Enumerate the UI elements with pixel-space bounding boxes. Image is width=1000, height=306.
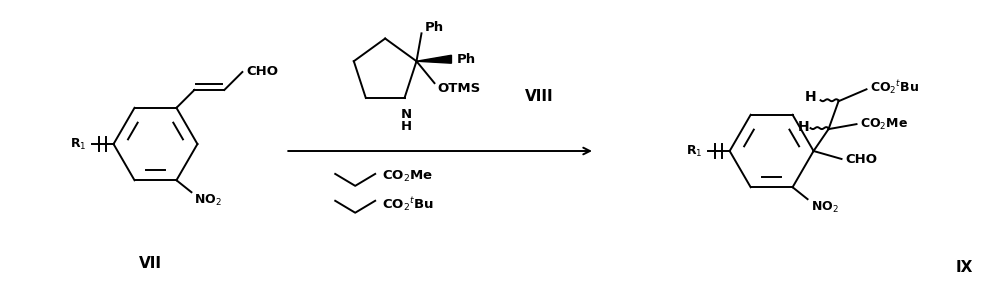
Text: Ph: Ph (456, 53, 476, 66)
Text: NO$_2$: NO$_2$ (811, 200, 838, 215)
Text: IX: IX (956, 260, 973, 275)
Text: VII: VII (139, 256, 162, 271)
Text: OTMS: OTMS (437, 82, 481, 95)
Text: H: H (401, 120, 412, 133)
Text: VIII: VIII (525, 89, 554, 104)
Text: CO$_2$$^t$Bu: CO$_2$$^t$Bu (870, 78, 920, 96)
Text: CO$_2$$^t$Bu: CO$_2$$^t$Bu (382, 195, 434, 213)
Polygon shape (417, 55, 451, 63)
Text: CHO: CHO (246, 65, 278, 77)
Text: N: N (401, 108, 412, 121)
Text: R$_1$: R$_1$ (686, 144, 703, 159)
Text: CO$_2$Me: CO$_2$Me (382, 169, 433, 185)
Text: NO$_2$: NO$_2$ (194, 192, 222, 208)
Text: H: H (805, 90, 816, 104)
Text: CHO: CHO (846, 154, 878, 166)
Text: R$_1$: R$_1$ (70, 136, 87, 151)
Text: H: H (798, 120, 809, 134)
Text: CO$_2$Me: CO$_2$Me (860, 117, 908, 132)
Text: Ph: Ph (424, 21, 444, 34)
